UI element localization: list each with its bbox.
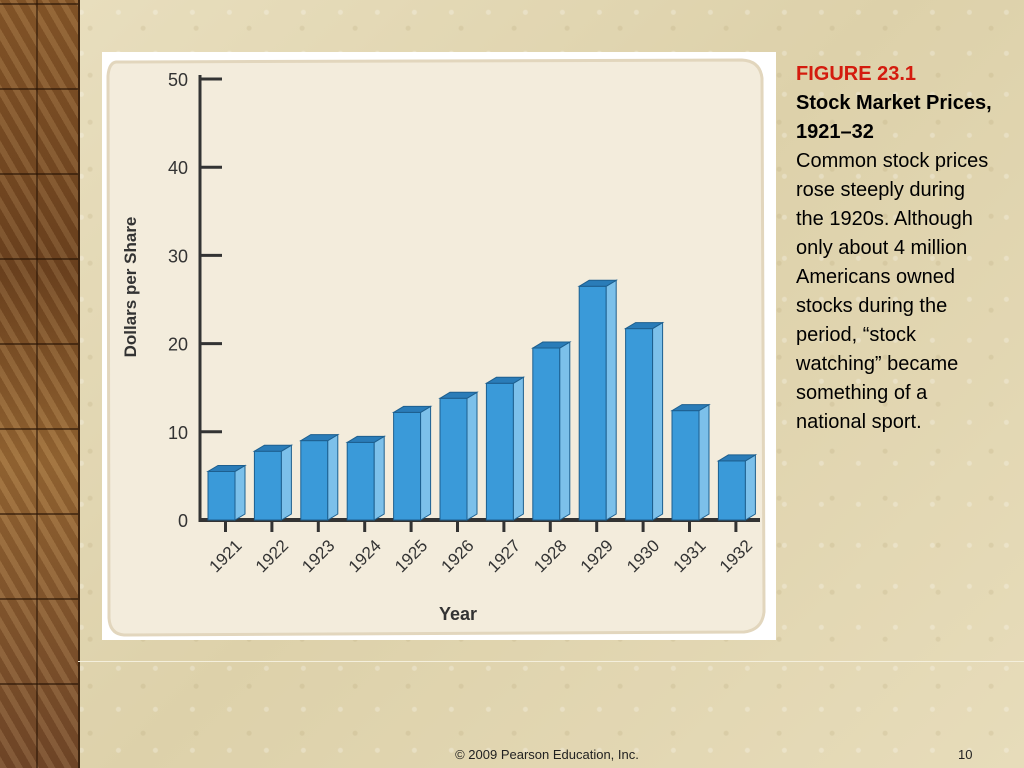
bar-1926 <box>439 397 468 521</box>
decorative-wood-strip <box>0 0 80 768</box>
bar-top-1929 <box>577 279 619 287</box>
bar-side-1921 <box>234 464 246 521</box>
figure-number: FIGURE 23.1 <box>796 63 917 85</box>
figure-caption: FIGURE 23.1 Stock Market Prices, 1921–32… <box>796 60 996 437</box>
bar-side-1930 <box>652 321 664 521</box>
bar-side-1932 <box>744 454 756 521</box>
y-tick-label: 0 <box>178 511 188 531</box>
y-tick-label: 20 <box>168 335 188 355</box>
bar-side-1924 <box>373 435 385 521</box>
page-number: 10 <box>958 747 973 762</box>
bar-side-1926 <box>466 391 478 521</box>
bar-1922 <box>253 450 282 521</box>
bar-top-1924 <box>345 435 387 443</box>
y-axis-label: Dollars per Share <box>121 217 140 358</box>
bar-top-1926 <box>438 391 479 399</box>
y-tick-label: 10 <box>168 423 188 443</box>
bar-top-1931 <box>670 404 711 412</box>
bar-side-1928 <box>559 341 571 521</box>
bar-1928 <box>532 347 561 521</box>
bar-side-1927 <box>512 376 524 521</box>
bar-1925 <box>393 411 422 521</box>
bar-1932 <box>717 460 746 521</box>
bar-1921 <box>207 470 236 521</box>
y-tick-label: 30 <box>168 246 188 266</box>
figure-title: Stock Market Prices, 1921–32 <box>796 92 992 143</box>
bar-top-1925 <box>391 405 433 413</box>
bar-top-1930 <box>623 322 665 330</box>
bar-side-1931 <box>698 403 710 521</box>
chart-panel: 0 10 20 30 40 50 1921 1922 1923 1924 1925 1926 1927… <box>102 52 776 640</box>
chart-background <box>106 58 766 637</box>
y-tick-label: 50 <box>168 70 188 90</box>
x-axis-label: Year <box>439 604 477 624</box>
bar-top-1923 <box>298 434 340 442</box>
bar-top-1927 <box>484 376 526 384</box>
divider-line <box>78 661 1024 662</box>
y-tick-label: 40 <box>168 158 188 178</box>
bar-1924 <box>346 441 375 521</box>
bar-1927 <box>485 382 514 521</box>
bar-1930 <box>625 328 654 521</box>
bar-side-1923 <box>327 433 339 521</box>
bar-top-1922 <box>252 444 294 452</box>
bar-side-1925 <box>420 405 432 521</box>
bar-1923 <box>300 440 329 521</box>
bar-top-1932 <box>716 454 758 462</box>
bar-top-1928 <box>530 341 572 349</box>
bar-1931 <box>671 410 700 521</box>
bar-1929 <box>578 285 607 521</box>
copyright-notice: © 2009 Pearson Education, Inc. <box>455 747 639 762</box>
bar-side-1922 <box>280 444 292 521</box>
bar-side-1929 <box>605 279 617 521</box>
figure-description: Common stock prices rose steeply during … <box>796 150 989 433</box>
bar-top-1921 <box>206 464 247 472</box>
